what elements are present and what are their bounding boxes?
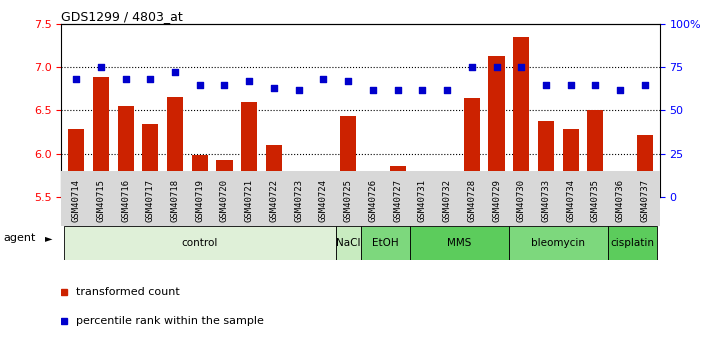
Text: GSM40737: GSM40737: [640, 179, 650, 222]
Bar: [93, 77, 109, 197]
Text: EtOH: EtOH: [372, 238, 399, 248]
Bar: [415, 177, 430, 197]
Text: GSM40731: GSM40731: [418, 179, 427, 222]
Text: GSM40730: GSM40730: [517, 179, 526, 222]
Bar: [63, 226, 336, 260]
Text: GSM40718: GSM40718: [171, 179, 180, 222]
Bar: [562, 129, 579, 197]
Bar: [410, 226, 509, 260]
Point: [194, 82, 205, 87]
Point: [441, 87, 453, 92]
Bar: [242, 102, 257, 197]
Text: GSM40733: GSM40733: [541, 179, 550, 222]
Text: GSM40723: GSM40723: [294, 179, 303, 222]
Bar: [315, 186, 332, 197]
Text: GSM40726: GSM40726: [368, 179, 377, 222]
Text: GSM40734: GSM40734: [566, 179, 575, 222]
Bar: [439, 178, 455, 197]
Text: percentile rank within the sample: percentile rank within the sample: [76, 316, 264, 326]
Text: GSM40732: GSM40732: [443, 179, 451, 222]
Bar: [389, 166, 406, 197]
Text: bleomycin: bleomycin: [531, 238, 585, 248]
Point: [540, 82, 552, 87]
Text: GSM40714: GSM40714: [71, 179, 81, 222]
Text: GSM40715: GSM40715: [97, 179, 105, 222]
Bar: [588, 110, 603, 197]
Text: transformed count: transformed count: [76, 287, 180, 297]
Point: [417, 87, 428, 92]
Point: [169, 70, 181, 75]
Text: GSM40727: GSM40727: [393, 179, 402, 222]
Point: [244, 78, 255, 84]
Point: [367, 87, 379, 92]
Bar: [513, 37, 529, 197]
Text: GSM40719: GSM40719: [195, 179, 204, 222]
Point: [639, 82, 650, 87]
Text: GSM40722: GSM40722: [270, 179, 278, 222]
Point: [342, 78, 354, 84]
Bar: [509, 226, 608, 260]
Text: GSM40717: GSM40717: [146, 179, 155, 222]
Bar: [118, 106, 133, 197]
Text: GSM40724: GSM40724: [319, 179, 328, 222]
Text: GSM40729: GSM40729: [492, 179, 501, 222]
Bar: [266, 145, 282, 197]
Point: [144, 77, 156, 82]
Text: agent: agent: [4, 233, 36, 243]
Point: [565, 82, 577, 87]
Text: GSM40736: GSM40736: [616, 179, 624, 222]
Text: GSM40721: GSM40721: [244, 179, 254, 222]
Bar: [538, 121, 554, 197]
Bar: [365, 172, 381, 197]
Bar: [167, 98, 183, 197]
Bar: [340, 116, 356, 197]
Point: [293, 87, 304, 92]
Bar: [192, 155, 208, 197]
Point: [516, 65, 527, 70]
Text: GSM40725: GSM40725: [344, 179, 353, 222]
Bar: [488, 56, 505, 197]
Text: MMS: MMS: [447, 238, 472, 248]
FancyBboxPatch shape: [61, 171, 660, 226]
Point: [71, 77, 82, 82]
Point: [95, 65, 107, 70]
Bar: [291, 174, 306, 197]
Bar: [608, 226, 658, 260]
Point: [120, 77, 131, 82]
Bar: [637, 135, 653, 197]
Text: GSM40728: GSM40728: [467, 179, 477, 222]
Text: GSM40720: GSM40720: [220, 179, 229, 222]
Bar: [336, 226, 360, 260]
Text: control: control: [182, 238, 218, 248]
Bar: [464, 98, 479, 197]
Bar: [142, 124, 159, 197]
Bar: [216, 160, 233, 197]
Bar: [68, 129, 84, 197]
Text: NaCl: NaCl: [336, 238, 360, 248]
Bar: [360, 226, 410, 260]
Point: [614, 87, 626, 92]
Point: [268, 85, 280, 91]
Point: [590, 82, 601, 87]
Point: [392, 87, 403, 92]
Text: ►: ►: [45, 233, 52, 243]
Text: GSM40735: GSM40735: [591, 179, 600, 222]
Bar: [612, 178, 628, 197]
Point: [318, 77, 329, 82]
Text: cisplatin: cisplatin: [611, 238, 655, 248]
Point: [218, 82, 230, 87]
Point: [466, 65, 477, 70]
Point: [491, 65, 503, 70]
Text: GSM40716: GSM40716: [121, 179, 130, 222]
Text: GDS1299 / 4803_at: GDS1299 / 4803_at: [61, 10, 183, 23]
